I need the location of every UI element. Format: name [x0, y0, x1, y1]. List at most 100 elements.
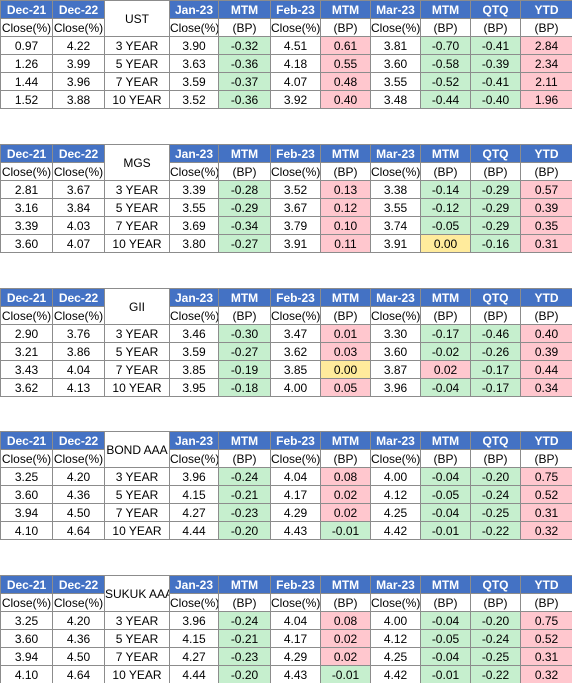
value-cell: 3.39: [169, 180, 219, 199]
column-unit: Close(%): [169, 18, 219, 37]
value-cell: 3.90: [169, 36, 219, 55]
table-label: SUKUK AAA: [104, 575, 170, 612]
data-row: 3.16 3.84 5 YEAR 3.55 -0.29 3.67 0.12 3.55 -0.12…: [0, 198, 572, 217]
value-cell: 3.55: [370, 198, 421, 217]
column-header: Jan-23: [169, 0, 219, 19]
tenor: 5 YEAR: [104, 629, 170, 648]
table-label: UST: [104, 0, 170, 37]
value-cell: 0.32: [520, 521, 572, 540]
column-unit: (BP): [218, 593, 271, 612]
value-cell: -0.01: [420, 521, 471, 540]
value-cell: -0.20: [470, 467, 521, 486]
value-cell: 3.25: [0, 467, 53, 486]
value-cell: 0.48: [320, 72, 371, 91]
value-cell: 4.29: [270, 647, 321, 666]
column-header: Dec-21: [0, 0, 53, 19]
column-unit: (BP): [320, 162, 371, 181]
value-cell: 3.96: [52, 72, 105, 91]
value-cell: 0.08: [320, 611, 371, 630]
value-cell: 0.40: [520, 324, 572, 343]
value-cell: -0.41: [470, 72, 521, 91]
value-cell: -0.16: [470, 234, 521, 253]
column-header: MTM: [218, 575, 271, 594]
tenor: 5 YEAR: [104, 485, 170, 504]
data-row: 2.90 3.76 3 YEAR 3.46 -0.30 3.47 0.01 3.30 -0.17…: [0, 324, 572, 343]
value-cell: -0.17: [470, 378, 521, 397]
column-unit: (BP): [420, 306, 471, 325]
data-table: Dec-21 Dec-22 BOND AAA Jan-23 MTM Feb-23 MTM Ma…: [0, 431, 572, 540]
value-cell: 3.81: [370, 36, 421, 55]
table-label: BOND AAA: [104, 431, 170, 468]
value-cell: -0.27: [218, 342, 271, 361]
column-header: Dec-22: [52, 288, 105, 307]
value-cell: -0.05: [420, 629, 471, 648]
data-row: 1.44 3.96 7 YEAR 3.59 -0.37 4.07 0.48 3.55 -0.52…: [0, 72, 572, 91]
column-header: Mar-23: [370, 144, 421, 163]
value-cell: -0.04: [420, 503, 471, 522]
column-unit: Close(%): [270, 593, 321, 612]
column-header: Feb-23: [270, 575, 321, 594]
tenor: 10 YEAR: [104, 521, 170, 540]
value-cell: -0.28: [218, 180, 271, 199]
value-cell: 4.25: [370, 647, 421, 666]
value-cell: 4.00: [370, 467, 421, 486]
column-header: Feb-23: [270, 0, 321, 19]
tenor: 5 YEAR: [104, 198, 170, 217]
value-cell: 2.90: [0, 324, 53, 343]
tenor: 7 YEAR: [104, 647, 170, 666]
column-unit: Close(%): [270, 18, 321, 37]
value-cell: -0.04: [420, 467, 471, 486]
value-cell: -0.25: [470, 647, 521, 666]
value-cell: 3.96: [370, 378, 421, 397]
column-unit: Close(%): [0, 306, 53, 325]
value-cell: 4.13: [52, 378, 105, 397]
tenor: 10 YEAR: [104, 378, 170, 397]
value-cell: 4.64: [52, 665, 105, 683]
value-cell: -0.25: [470, 503, 521, 522]
value-cell: 4.17: [270, 485, 321, 504]
column-unit: Close(%): [169, 306, 219, 325]
value-cell: -0.05: [420, 216, 471, 235]
table-label: GII: [104, 288, 170, 325]
value-cell: 3.30: [370, 324, 421, 343]
value-cell: 3.43: [0, 360, 53, 379]
column-header: Dec-22: [52, 431, 105, 450]
value-cell: 3.84: [52, 198, 105, 217]
column-unit: (BP): [470, 18, 521, 37]
value-cell: 3.63: [169, 54, 219, 73]
column-unit: Close(%): [0, 449, 53, 468]
value-cell: -0.12: [420, 198, 471, 217]
value-cell: 3.69: [169, 216, 219, 235]
value-cell: 3.59: [169, 342, 219, 361]
data-row: 4.10 4.64 10 YEAR 4.44 -0.20 4.43 -0.01 4.42 -0.…: [0, 521, 572, 540]
value-cell: 4.07: [52, 234, 105, 253]
column-unit: (BP): [420, 593, 471, 612]
value-cell: 4.43: [270, 521, 321, 540]
value-cell: 4.36: [52, 485, 105, 504]
tenor: 10 YEAR: [104, 90, 170, 109]
value-cell: -0.39: [470, 54, 521, 73]
column-unit: (BP): [470, 593, 521, 612]
tenor: 10 YEAR: [104, 234, 170, 253]
column-header: Mar-23: [370, 575, 421, 594]
value-cell: 4.50: [52, 503, 105, 522]
column-header: Jan-23: [169, 575, 219, 594]
column-header: MTM: [218, 0, 271, 19]
value-cell: 4.50: [52, 647, 105, 666]
value-cell: 3.52: [270, 180, 321, 199]
tenor: 7 YEAR: [104, 503, 170, 522]
value-cell: 4.20: [52, 611, 105, 630]
value-cell: 3.94: [0, 647, 53, 666]
value-cell: 0.52: [520, 485, 572, 504]
value-cell: 0.97: [0, 36, 53, 55]
value-cell: 4.22: [52, 36, 105, 55]
table-label: MGS: [104, 144, 170, 181]
value-cell: 3.39: [0, 216, 53, 235]
value-cell: 3.60: [0, 629, 53, 648]
column-unit: Close(%): [52, 162, 105, 181]
value-cell: 3.76: [52, 324, 105, 343]
value-cell: 0.32: [520, 665, 572, 683]
value-cell: 0.13: [320, 180, 371, 199]
column-header: Dec-21: [0, 575, 53, 594]
value-cell: -0.46: [470, 324, 521, 343]
